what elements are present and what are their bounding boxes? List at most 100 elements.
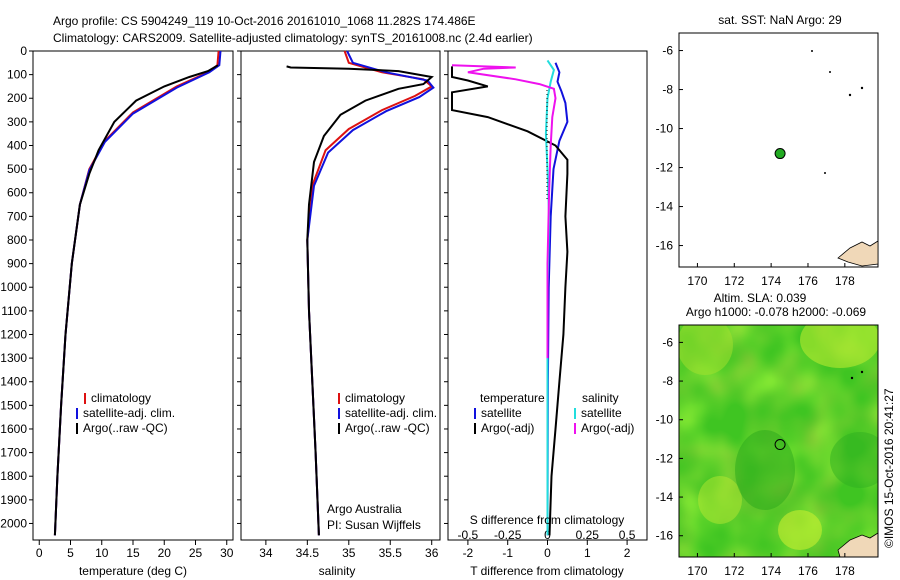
map-y-tick-label: -16 (656, 239, 674, 253)
x-tick-label: 15 (126, 546, 140, 560)
depth-tick-label: 700 (7, 209, 27, 223)
depth-tick-label: 1100 (1, 304, 27, 318)
map-x-tick-label: 178 (835, 274, 855, 288)
island-marker (811, 50, 813, 52)
sla-map-title-1: Altim. SLA: 0.039 (714, 291, 807, 305)
x-tick-label: 5 (67, 546, 74, 560)
depth-tick-label: 1900 (0, 493, 27, 507)
temperature-x-axis: 0 5 10 15 20 25 30 (36, 540, 234, 560)
depth-tick-label: 1700 (0, 446, 27, 460)
sla-map-title-2: Argo h1000: -0.078 h2000: -0.069 (686, 305, 866, 319)
depth-tick-label: 200 (7, 91, 27, 105)
map-y-tick-label: -6 (662, 44, 673, 58)
depth-tick-label: 300 (7, 115, 27, 129)
x-tick-label: 30 (220, 546, 234, 560)
depth-tick-label: 600 (7, 186, 27, 200)
copyright-stamp: ©IMOS 15-Oct-2016 20:41:27 (882, 388, 896, 548)
salinity-x-axis: 34 34.5 35 35.5 36 (259, 540, 439, 560)
map-y-tick-label: -14 (656, 490, 674, 504)
x-tick-label: 34 (259, 546, 273, 560)
series-line-satellite-adj-clim (306, 50, 435, 536)
map-y-tick-label: -10 (656, 122, 674, 136)
depth-tick-label: 1000 (0, 280, 27, 294)
legend-label-satellite: satellite-adj. clim. (345, 406, 437, 420)
x-tick-label: 0 (36, 546, 43, 560)
sla-field (679, 325, 878, 557)
header-line-1: Argo profile: CS 5904249_119 10-Oct-2016… (53, 14, 476, 28)
credit-line-2: PI: Susan Wijffels (327, 518, 421, 532)
island-marker (848, 93, 852, 97)
sst-map-frame (678, 32, 879, 268)
depth-tick-label: 400 (7, 138, 27, 152)
depth-tick-label: 500 (7, 162, 27, 176)
depth-tick-label: 1500 (0, 398, 27, 412)
series-line-t-satellite (546, 62, 569, 536)
temperature-series (53, 50, 222, 536)
x-tick-label: 10 (95, 546, 109, 560)
t-difference-axis-label: T difference from climatology (470, 564, 624, 578)
map-x-tick-label: 174 (761, 564, 781, 578)
map-y-tick-label: -10 (656, 413, 674, 427)
sla-low-patch (830, 432, 878, 488)
salinity-axis-label: salinity (319, 564, 356, 578)
series-line-climatology (306, 50, 434, 536)
x-tick-label: 20 (158, 546, 172, 560)
map-x-tick-label: 178 (835, 564, 855, 578)
depth-tick-label: 1400 (0, 375, 27, 389)
argo-location-marker (774, 439, 786, 451)
island-marker (860, 86, 864, 90)
x-tick-label: -2 (463, 546, 474, 560)
legend-label-satellite: satellite-adj. clim. (83, 406, 175, 420)
s-difference-tick-label: -0.5 (458, 528, 479, 542)
depth-tick-label: 2000 (0, 516, 27, 530)
temperature-axis-label: temperature (deg C) (79, 564, 187, 578)
map-y-tick-label: -12 (656, 161, 674, 175)
depth-axis: 0 100 200 300 400 500 600 700 800 900 1000 1100 1200… (0, 44, 448, 530)
sla-map-frame (678, 324, 879, 558)
depth-tick-label: 800 (7, 233, 27, 247)
sst-map-ticks: 170 172 174 176 178 -6 -8 -10 -12 -14 -16 (656, 44, 856, 288)
salinity-plot-frame (240, 50, 441, 541)
island-marker (850, 376, 854, 380)
series-line-climatology (53, 50, 220, 536)
island-marker (824, 172, 826, 174)
series-line-satellite-adj-clim (53, 50, 222, 536)
x-tick-label: 35.5 (379, 546, 403, 560)
depth-tick-label: 100 (7, 68, 27, 82)
s-difference-axis-label: S difference from climatology (470, 513, 625, 527)
depth-tick-label: 1300 (0, 351, 27, 365)
sla-map: Altim. SLA: 0.039 Argo h1000: -0.078 h20… (656, 291, 879, 578)
land-outline (837, 240, 879, 267)
legend-label-s-satellite: satellite (581, 406, 622, 420)
legend-label-s-argo: Argo(-adj) (581, 421, 634, 435)
map-x-tick-label: 176 (798, 274, 818, 288)
map-x-tick-label: 172 (724, 564, 744, 578)
island-marker (829, 71, 831, 73)
x-tick-label: -1 (502, 546, 513, 560)
legend-label-t-argo: Argo(-adj) (481, 421, 534, 435)
map-y-tick-label: -12 (656, 451, 674, 465)
depth-tick-label: 900 (7, 257, 27, 271)
island-marker (860, 370, 864, 374)
x-tick-label: 2 (624, 546, 631, 560)
legend-header-temperature: temperature (480, 391, 545, 405)
legend-label-t-satellite: satellite (481, 406, 522, 420)
map-y-tick-label: -6 (662, 335, 673, 349)
x-tick-label: 34.5 (296, 546, 320, 560)
sla-high-patch (679, 325, 733, 375)
series-line-argo-raw-qc (53, 64, 219, 536)
legend-label-argo: Argo(..raw -QC) (83, 421, 168, 435)
map-x-tick-label: 170 (687, 274, 707, 288)
legend-header-salinity: salinity (582, 391, 619, 405)
sla-high-patch (698, 476, 742, 524)
depth-tick-label: 1800 (0, 469, 27, 483)
map-y-tick-label: -8 (662, 374, 673, 388)
salinity-legend: climatology satellite-adj. clim. Argo(..… (327, 391, 437, 532)
x-tick-label: 1 (584, 546, 591, 560)
legend-label-climatology: climatology (345, 391, 405, 405)
series-line-t-argo-adj (451, 66, 569, 536)
map-y-tick-label: -8 (662, 83, 673, 97)
land-outline (837, 532, 878, 557)
temperature-plot-frame (32, 50, 234, 541)
